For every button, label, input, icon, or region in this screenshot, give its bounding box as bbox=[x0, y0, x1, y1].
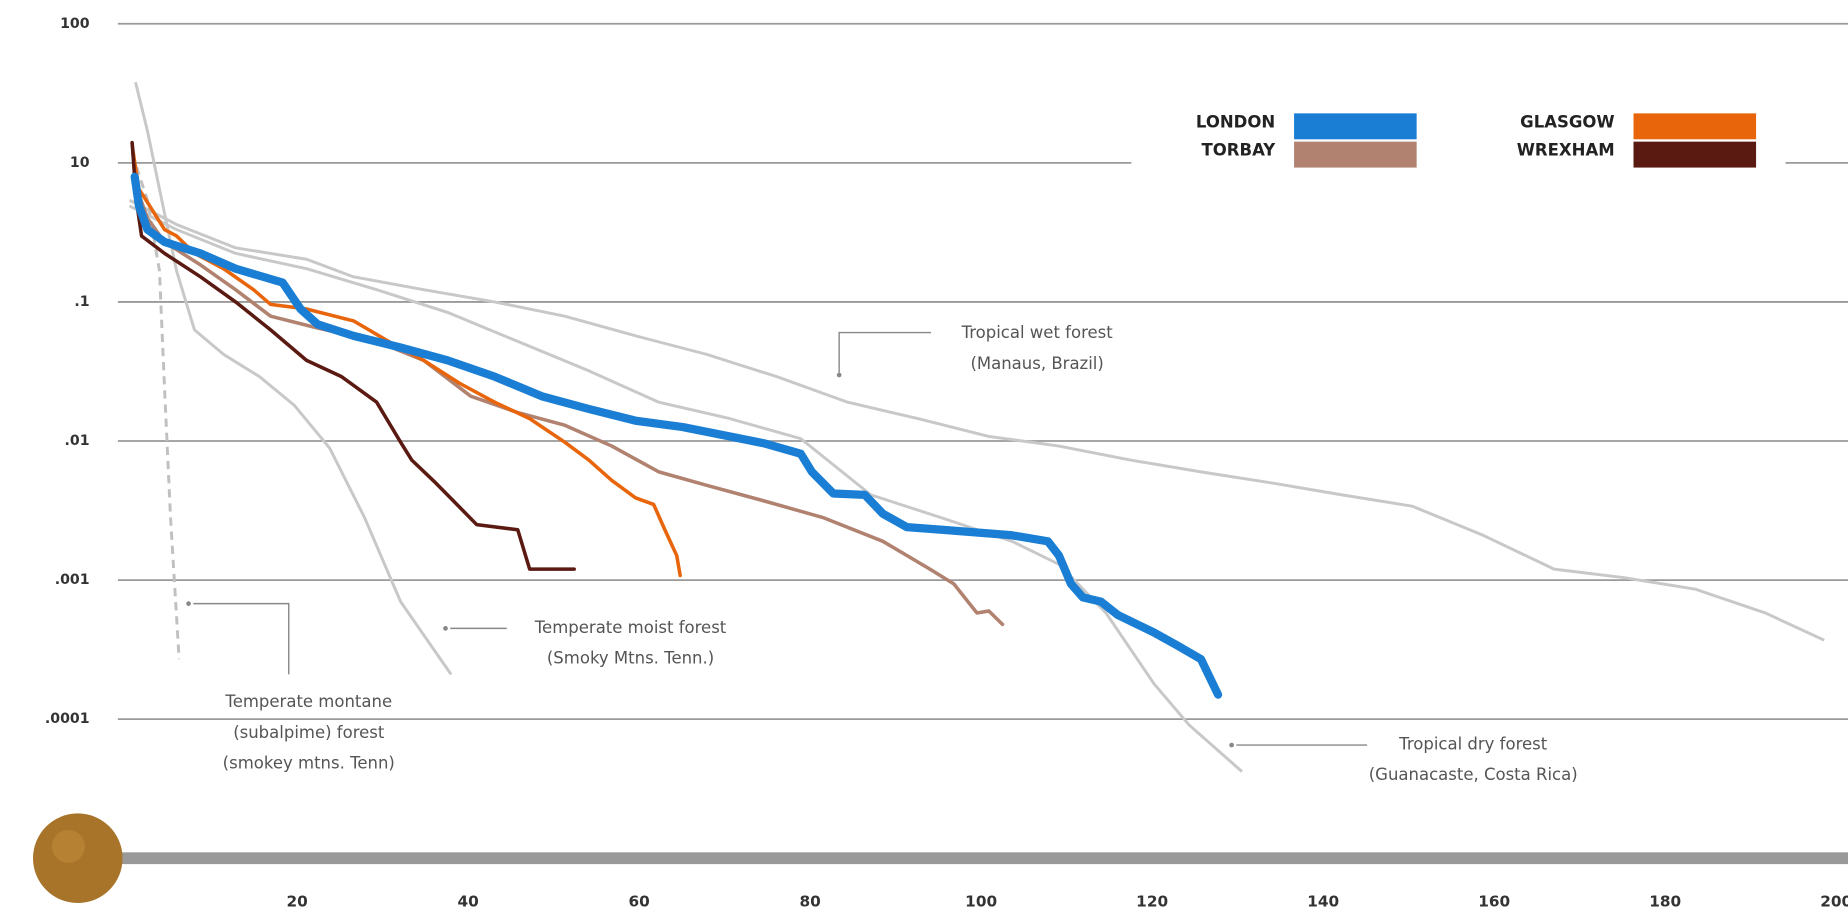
annotation-arrow-tip bbox=[443, 626, 448, 631]
annotation-arrow-tip bbox=[1229, 742, 1234, 748]
annotation: (subalpime) forest bbox=[233, 723, 385, 742]
x-tick-label: 140 bbox=[1307, 892, 1339, 910]
y-tick-label: 10 bbox=[70, 155, 90, 171]
annotation: Temperate moist forest bbox=[534, 618, 727, 637]
legend-swatch bbox=[1633, 113, 1757, 140]
annotation: (smokey mtns. Tenn) bbox=[223, 753, 395, 772]
legend-swatch bbox=[1633, 141, 1757, 168]
legend-swatch bbox=[1294, 141, 1417, 168]
annotation: (Manaus, Brazil) bbox=[970, 354, 1103, 373]
y-tick-label: .1 bbox=[74, 294, 89, 310]
x-tick-label: 180 bbox=[1649, 892, 1681, 910]
series-line bbox=[130, 142, 1005, 627]
x-tick-label: 100 bbox=[965, 892, 997, 910]
legend-swatch bbox=[1294, 113, 1417, 140]
legend-label: WREXHAM bbox=[1517, 141, 1615, 160]
x-tick-label: 160 bbox=[1478, 892, 1510, 910]
x-tick-label: 40 bbox=[457, 892, 478, 910]
annotation: Tropical dry forest bbox=[1398, 735, 1548, 754]
soil-icon-texture bbox=[51, 829, 85, 863]
reference-line bbox=[134, 81, 453, 676]
legend-label: TORBAY bbox=[1202, 141, 1277, 160]
annotation: Temperate montane bbox=[224, 692, 392, 711]
reference-line bbox=[128, 204, 1243, 773]
y-tick-label: .0001 bbox=[45, 711, 90, 727]
x-tick-label: 20 bbox=[286, 892, 307, 910]
y-tick-label: 100 bbox=[60, 16, 90, 32]
x-tick-label: 200 bbox=[1820, 892, 1848, 910]
x-tick-label: 80 bbox=[799, 892, 820, 910]
annotation: (Guanacaste, Costa Rica) bbox=[1369, 765, 1578, 784]
baseline-bar bbox=[117, 852, 1848, 865]
y-tick-label: .01 bbox=[65, 433, 90, 449]
annotation-arrow bbox=[838, 331, 932, 373]
y-tick-label: .001 bbox=[55, 572, 90, 588]
x-tick-label: 60 bbox=[628, 892, 649, 910]
annotation-arrow bbox=[193, 602, 290, 675]
series-line bbox=[131, 150, 682, 578]
annotation-arrow-tip bbox=[836, 372, 842, 378]
series-line bbox=[130, 172, 1223, 699]
legend-label: LONDON bbox=[1196, 112, 1275, 131]
annotation: Tropical wet forest bbox=[961, 323, 1114, 342]
annotation: (Smoky Mtns. Tenn.) bbox=[547, 649, 714, 668]
legend-label: GLASGOW bbox=[1520, 112, 1614, 131]
x-tick-label: 120 bbox=[1136, 892, 1168, 910]
annotation-arrow-tip bbox=[186, 601, 191, 606]
reference-line bbox=[128, 198, 1825, 642]
series-line bbox=[130, 140, 576, 571]
